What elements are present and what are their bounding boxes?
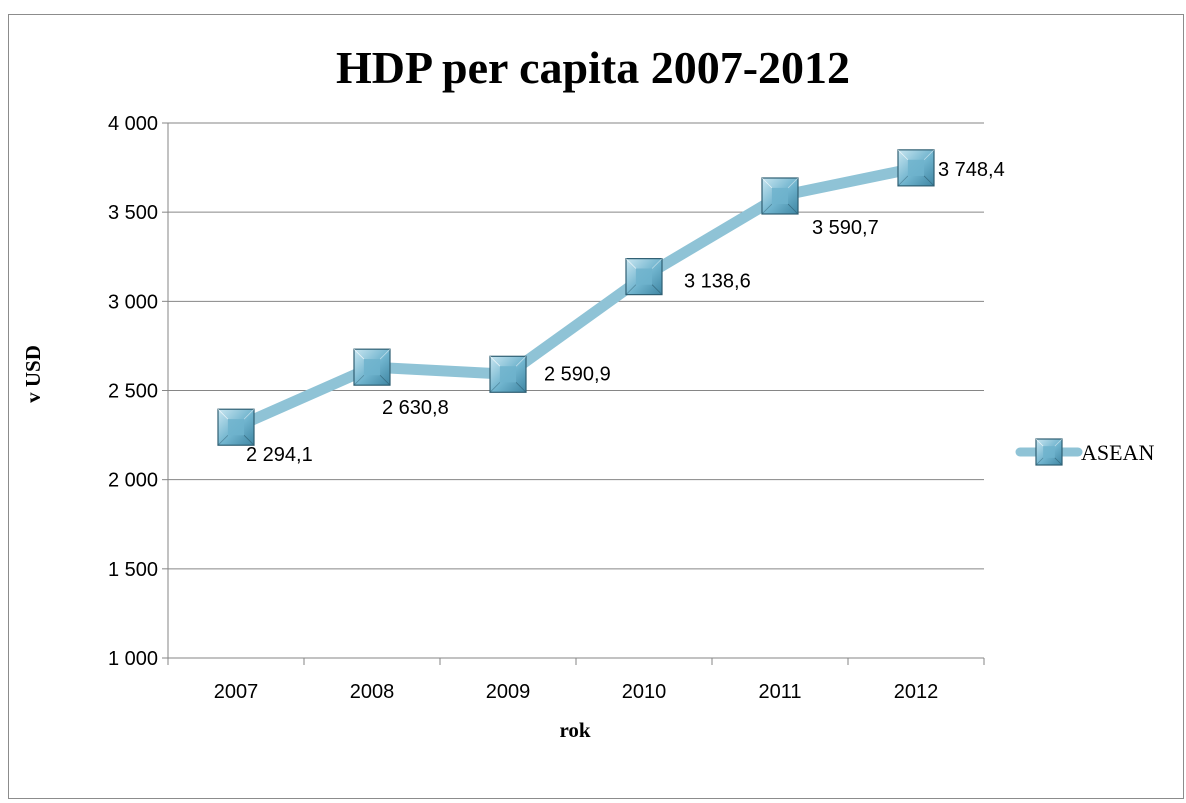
axes xyxy=(162,122,985,665)
y-tick-label: 1 500 xyxy=(108,559,158,581)
x-tick-label: 2011 xyxy=(758,681,801,703)
series-markers xyxy=(217,149,935,446)
data-label: 2 590,9 xyxy=(544,363,611,385)
chart-frame xyxy=(8,14,1184,799)
data-point-marker xyxy=(625,258,663,296)
data-point-marker xyxy=(217,408,255,446)
series-line-asean xyxy=(230,162,922,433)
data-point-marker xyxy=(353,348,391,386)
gridlines xyxy=(168,122,984,570)
chart-title: HDP per capita 2007-2012 xyxy=(336,42,850,93)
y-tick-label: 1 000 xyxy=(108,648,158,670)
x-tick-label: 2007 xyxy=(214,681,259,703)
data-label: 2 630,8 xyxy=(382,397,449,419)
y-tick-label: 3 500 xyxy=(108,202,158,224)
x-tick-label: 2008 xyxy=(350,681,395,703)
data-labels: 2 294,1 2 630,8 2 590,9 3 138,6 3 590,7 3 748… xyxy=(246,159,1005,466)
data-point-marker xyxy=(897,149,935,187)
x-tick-label: 2009 xyxy=(486,681,531,703)
x-axis-title: rok xyxy=(559,718,590,742)
data-label: 3 138,6 xyxy=(684,271,751,293)
x-tick-label: 2010 xyxy=(622,681,667,703)
y-tick-label: 3 000 xyxy=(108,291,158,313)
legend-marker-asean xyxy=(1035,438,1063,466)
y-tick-label: 4 000 xyxy=(108,113,158,135)
y-tick-labels: 1 000 1 500 2 000 2 500 3 000 3 500 4 000 xyxy=(108,113,158,670)
data-label: 2 294,1 xyxy=(246,444,313,466)
legend-marker-square xyxy=(1035,438,1063,466)
series-asean xyxy=(230,162,922,433)
data-label: 3 590,7 xyxy=(812,217,879,239)
data-label: 3 748,4 xyxy=(938,159,1005,181)
data-point-marker xyxy=(761,177,799,215)
legend-label-asean: ASEAN xyxy=(1081,440,1154,465)
legend: ASEAN xyxy=(1015,438,1154,466)
y-tick-label: 2 500 xyxy=(108,381,158,403)
y-tick-label: 2 000 xyxy=(108,470,158,492)
data-point-marker xyxy=(489,355,527,393)
y-axis-title: v USD xyxy=(21,345,45,403)
x-tick-label: 2012 xyxy=(894,681,939,703)
x-tick-labels: 2007 2008 2009 2010 2011 2012 xyxy=(214,681,939,703)
